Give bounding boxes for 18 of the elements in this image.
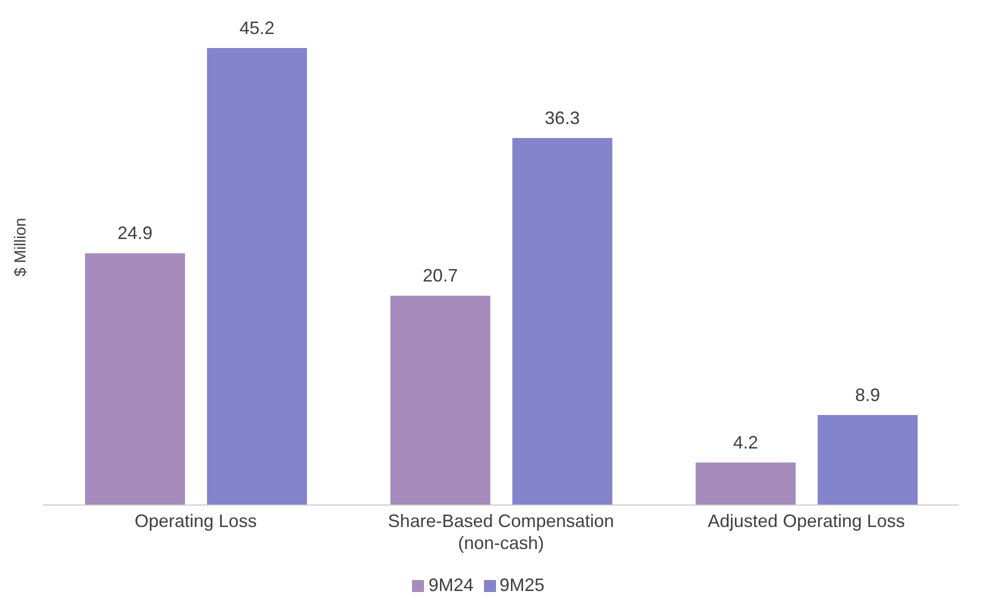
x-tick-label: Adjusted Operating Loss — [708, 511, 905, 531]
bar — [696, 462, 796, 505]
legend-label: 9M24 — [428, 575, 474, 595]
y-axis-title: $ Million — [12, 218, 30, 276]
data-label: 45.2 — [239, 18, 275, 38]
data-label: 8.9 — [855, 385, 880, 406]
x-tick-label: Operating Loss — [134, 511, 257, 531]
legend-label: 9M25 — [500, 575, 545, 595]
bar — [85, 253, 185, 505]
data-label: 36.3 — [544, 108, 580, 128]
bar — [390, 296, 490, 505]
bar — [512, 138, 612, 505]
data-label: 24.9 — [117, 223, 153, 244]
bar — [818, 415, 918, 505]
bar — [207, 48, 307, 505]
data-label: 4.2 — [733, 432, 758, 453]
data-label: 20.7 — [422, 266, 458, 286]
x-tick-label: Share-Based Compensation (non-cash) — [388, 511, 614, 553]
